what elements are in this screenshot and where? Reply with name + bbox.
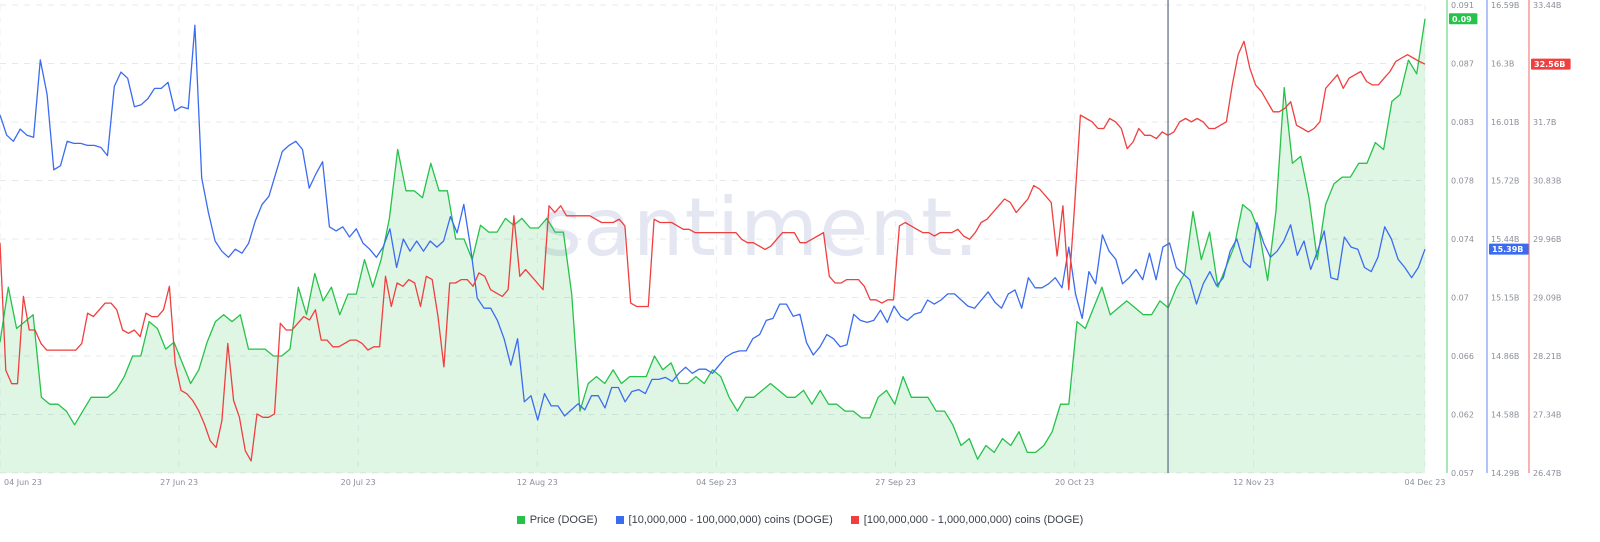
axis-tick-label-mid: 14.58B	[1491, 411, 1519, 420]
axis-tick-label-price: 0.062	[1451, 411, 1474, 420]
x-tick-label: 20 Oct 23	[1055, 478, 1094, 487]
grid-lines	[0, 4, 1426, 474]
axis-current-badge-mid	[1489, 243, 1529, 255]
x-tick-label: 27 Sep 23	[875, 478, 916, 487]
axis-tick-label-large: 33.44B	[1533, 1, 1561, 10]
axis-tick-label-price: 0.078	[1451, 177, 1474, 186]
x-tick-label: 20 Jul 23	[341, 478, 376, 487]
axis-tick-label-large: 28.21B	[1533, 352, 1561, 361]
axis-tick-label-mid: 15.44B	[1491, 235, 1519, 244]
axis-tick-label-mid: 16.59B	[1491, 1, 1519, 10]
x-tick-label: 04 Sep 23	[696, 478, 737, 487]
axis-current-label-large: 32.56B	[1534, 60, 1565, 69]
x-tick-label: 04 Jun 23	[4, 478, 42, 487]
axis-current-label-price: 0.09	[1452, 15, 1472, 24]
axis-tick-label-price: 0.07	[1451, 294, 1469, 303]
legend-label-mid-holders: [10,000,000 - 100,000,000) coins (DOGE)	[628, 514, 833, 526]
series-line-large-holders[interactable]	[0, 40, 1426, 462]
axis-tick-label-mid: 15.72B	[1491, 177, 1519, 186]
axis-tick-label-large: 29.96B	[1533, 235, 1561, 244]
series-layer	[0, 18, 1426, 474]
legend-swatch-mid-holders	[615, 516, 624, 524]
axis-current-badge-price	[1449, 13, 1478, 25]
axis-tick-label-large: 30.83B	[1533, 177, 1561, 186]
legend-swatch-large-holders	[850, 516, 859, 524]
series-area-price	[0, 18, 1425, 474]
watermark: santiment.	[540, 181, 980, 274]
series-line-mid-holders[interactable]	[0, 24, 1426, 421]
legend-item-mid-holders[interactable]: [10,000,000 - 100,000,000) coins (DOGE)	[615, 514, 833, 526]
axis-tick-label-large: 31.7B	[1533, 118, 1556, 127]
x-tick-label: 04 Dec 23	[1405, 478, 1446, 487]
series-line-price[interactable]	[0, 18, 1426, 460]
axis-tick-label-large: 29.09B	[1533, 294, 1561, 303]
axis-tick-label-price: 0.074	[1451, 235, 1474, 244]
axis-tick-label-mid: 15.15B	[1491, 294, 1519, 303]
legend-swatch-price	[516, 516, 525, 524]
legend-label-large-holders: [100,000,000 - 1,000,000,000) coins (DOG…	[863, 514, 1084, 526]
axis-current-label-mid: 15.39B	[1492, 245, 1523, 254]
axis-tick-label-large: 26.47B	[1533, 469, 1561, 478]
axis-tick-label-price: 0.091	[1451, 1, 1474, 10]
axis-tick-label-price: 0.057	[1451, 469, 1474, 478]
x-tick-label: 12 Aug 23	[517, 478, 558, 487]
legend-item-large-holders[interactable]: [100,000,000 - 1,000,000,000) coins (DOG…	[850, 514, 1084, 526]
axis-tick-label-large: 27.34B	[1533, 411, 1561, 420]
legend: Price (DOGE) [10,000,000 - 100,000,000) …	[0, 514, 1600, 526]
x-axis: 04 Jun 23 27 Jun 23 20 Jul 23 12 Aug 23 04 S…	[4, 478, 1445, 487]
legend-item-price[interactable]: Price (DOGE)	[516, 514, 598, 526]
axis-tick-label-price: 0.087	[1451, 60, 1474, 69]
axis-tick-label-mid: 14.29B	[1491, 469, 1519, 478]
axis-tick-label-price: 0.083	[1451, 118, 1474, 127]
axis-tick-label-mid: 14.86B	[1491, 352, 1519, 361]
axis-tick-label-price: 0.066	[1451, 352, 1474, 361]
x-tick-label: 12 Nov 23	[1233, 478, 1274, 487]
axes-layer: 0.091 0.087 0.083 0.078 0.074 0.07 0.066 0.062 0…	[1446, 0, 1571, 478]
x-tick-label: 27 Jun 23	[160, 478, 198, 487]
axis-tick-label-mid: 16.3B	[1491, 60, 1514, 69]
axis-tick-label-mid: 16.01B	[1491, 118, 1519, 127]
legend-label-price: Price (DOGE)	[529, 514, 598, 526]
axis-current-badge-large	[1531, 58, 1571, 70]
